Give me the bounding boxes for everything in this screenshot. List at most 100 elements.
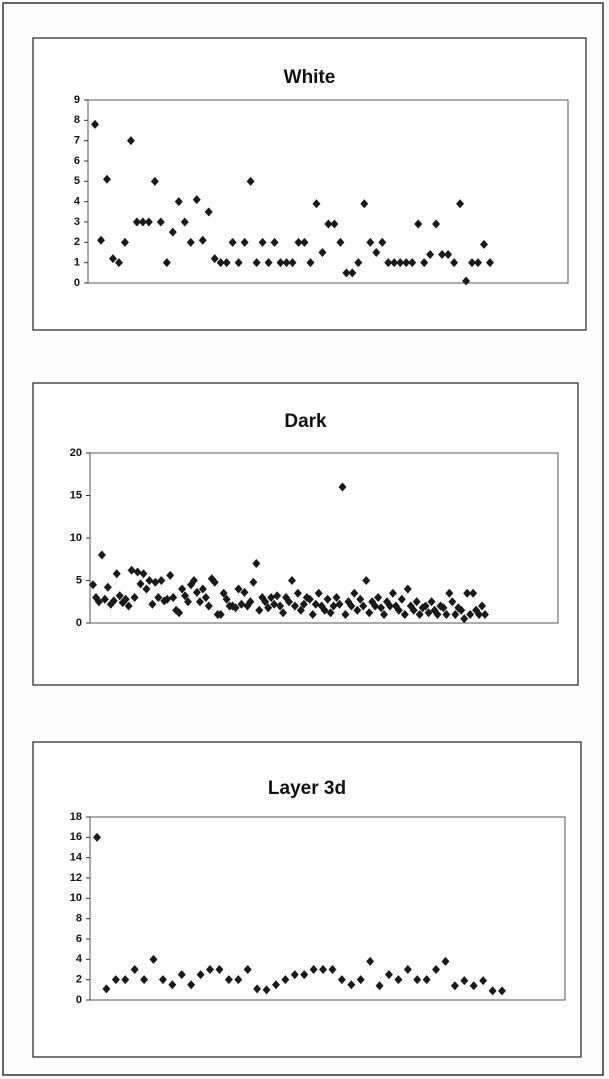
data-point [258,237,267,247]
data-point [253,984,262,994]
data-point [385,601,394,611]
data-point [140,975,149,985]
data-point [380,610,389,619]
data-point [279,608,288,618]
data-point [204,601,213,611]
data-point [375,981,384,991]
y-tick-label: 0 [76,617,82,629]
data-point [162,258,171,268]
data-point [469,588,478,598]
data-point [102,984,111,994]
data-point [320,605,329,615]
data-point [151,577,160,587]
data-point [356,594,365,604]
data-point [403,584,412,594]
data-point [120,237,129,247]
data-point [157,576,166,585]
data-point [324,219,333,229]
y-tick-label: 5 [74,175,80,187]
data-point [480,239,489,249]
data-point [240,237,249,247]
data-point [216,610,225,619]
y-tick-label: 3 [74,216,80,228]
data-point [103,582,112,592]
chart-title: Dark [284,411,327,432]
data-point [374,593,383,602]
data-point [415,610,424,619]
plot-area [89,816,566,1001]
data-point [198,235,207,245]
data-point [481,610,489,619]
data-point [330,219,339,229]
data-point [356,975,365,985]
y-tick-label: 8 [76,913,82,925]
data-point [341,610,350,619]
data-point [102,174,111,184]
data-point [350,588,359,598]
data-point [270,599,279,609]
data-point [192,195,201,205]
data-point [305,594,314,604]
data-point [314,588,323,598]
data-point [296,605,305,615]
data-point [138,217,147,227]
data-point [326,608,335,618]
data-point [210,577,219,587]
data-point [424,608,433,618]
data-point [255,605,264,615]
data-point [126,136,135,146]
data-point [371,601,380,611]
data-point [145,576,154,585]
data-point [422,975,431,985]
data-point [285,597,293,607]
data-point [359,601,368,611]
data-point [457,605,466,615]
y-tick-label: 8 [74,114,80,126]
data-point [112,569,121,579]
data-point [478,601,487,611]
data-point [121,975,130,985]
data-point [249,577,258,587]
data-point [180,217,189,227]
data-point [177,970,186,980]
data-point [427,597,436,607]
y-tick-label: 16 [70,831,82,843]
data-point [148,599,157,609]
data-point [168,227,177,237]
data-point [474,258,483,268]
y-tick-label: 18 [70,811,82,823]
data-point [178,584,187,594]
data-point [240,587,249,597]
data-point [348,268,357,278]
data-point [246,176,255,186]
data-point [132,217,141,227]
data-point [222,594,231,604]
data-point [347,601,356,611]
data-point [384,970,393,980]
data-point [109,596,118,606]
data-point [281,975,290,985]
data-point [108,254,117,264]
y-tick-label: 20 [70,447,82,459]
data-point [354,258,363,268]
data-point [353,605,362,615]
data-point [215,965,224,974]
data-point [442,610,451,619]
data-point [342,268,351,278]
data-point [311,599,320,609]
data-point [300,237,309,247]
y-tick-label: 1 [74,257,80,269]
data-point [432,965,441,974]
data-point [187,980,196,990]
data-point [166,570,175,580]
data-point [409,605,418,615]
data-point [309,965,318,974]
data-point [438,250,447,260]
data-point [246,597,255,607]
data-point [271,980,280,990]
data-point [192,587,201,597]
data-point [149,954,158,964]
data-point [463,588,472,598]
data-point [329,601,338,611]
data-point [394,605,403,615]
